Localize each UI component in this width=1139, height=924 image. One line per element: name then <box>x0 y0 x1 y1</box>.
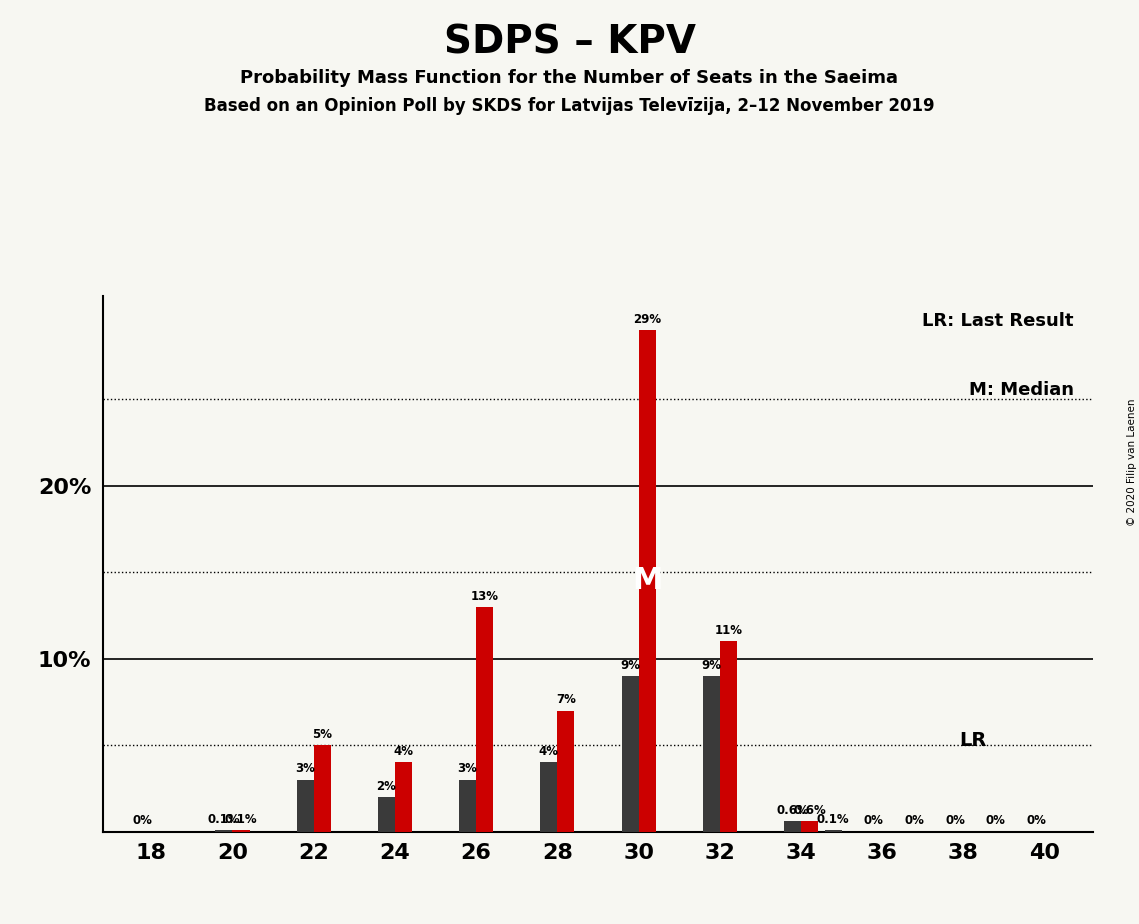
Bar <box>801 821 818 832</box>
Bar <box>540 762 557 832</box>
Bar <box>720 641 737 832</box>
Text: 0%: 0% <box>985 814 1006 827</box>
Text: 0%: 0% <box>904 814 924 827</box>
Text: Based on an Opinion Poll by SKDS for Latvijas Televīzija, 2–12 November 2019: Based on an Opinion Poll by SKDS for Lat… <box>204 97 935 115</box>
Bar <box>557 711 574 832</box>
Bar <box>476 607 493 832</box>
Text: 0.1%: 0.1% <box>207 812 240 825</box>
Bar <box>296 780 313 832</box>
Text: 0.1%: 0.1% <box>817 812 850 825</box>
Text: 0.1%: 0.1% <box>224 812 257 825</box>
Text: 0.6%: 0.6% <box>776 804 809 817</box>
Text: 9%: 9% <box>620 659 640 672</box>
Text: M: Median: M: Median <box>968 382 1074 399</box>
Text: © 2020 Filip van Laenen: © 2020 Filip van Laenen <box>1126 398 1137 526</box>
Text: 0%: 0% <box>1026 814 1046 827</box>
Bar <box>313 745 330 832</box>
Text: 4%: 4% <box>539 745 559 758</box>
Bar <box>395 762 412 832</box>
Text: 0%: 0% <box>133 814 153 827</box>
Text: 13%: 13% <box>470 590 499 602</box>
Bar <box>215 830 232 832</box>
Bar <box>378 797 395 832</box>
Text: 11%: 11% <box>714 624 743 638</box>
Bar <box>784 821 801 832</box>
Bar <box>232 830 249 832</box>
Text: 0%: 0% <box>863 814 884 827</box>
Text: LR: Last Result: LR: Last Result <box>923 311 1074 330</box>
Text: 3%: 3% <box>458 762 477 775</box>
Text: SDPS – KPV: SDPS – KPV <box>443 23 696 61</box>
Text: 2%: 2% <box>377 780 396 793</box>
Text: Probability Mass Function for the Number of Seats in the Saeima: Probability Mass Function for the Number… <box>240 69 899 87</box>
Text: 7%: 7% <box>556 693 576 706</box>
Bar <box>622 676 639 832</box>
Text: 4%: 4% <box>393 745 413 758</box>
Text: 29%: 29% <box>633 313 661 326</box>
Text: 0.6%: 0.6% <box>793 804 826 817</box>
Text: LR: LR <box>960 731 988 750</box>
Text: M: M <box>632 566 662 595</box>
Bar <box>825 830 842 832</box>
Bar <box>639 330 656 832</box>
Text: 5%: 5% <box>312 728 333 741</box>
Text: 3%: 3% <box>295 762 316 775</box>
Bar <box>459 780 476 832</box>
Text: 9%: 9% <box>702 659 721 672</box>
Bar <box>703 676 720 832</box>
Text: 0%: 0% <box>945 814 965 827</box>
